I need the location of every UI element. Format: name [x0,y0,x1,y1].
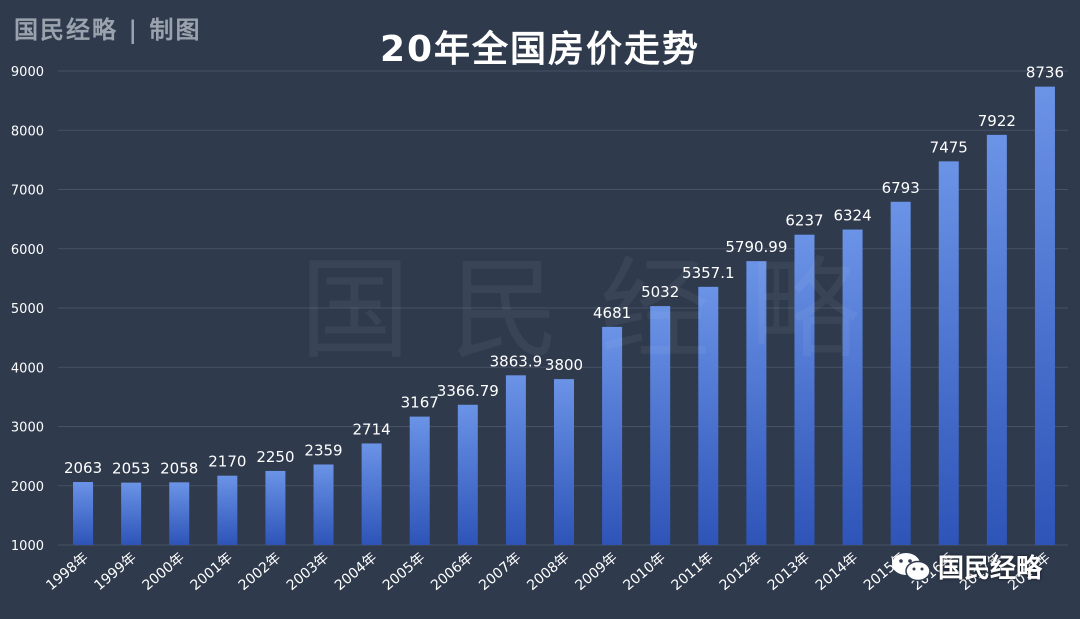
bar-2003年 [313,464,334,545]
value-label: 3366.79 [437,382,499,400]
bar-2014年 [842,229,863,546]
x-tick-label: 1998年 [43,550,91,594]
bar-1998年 [73,482,94,545]
value-label: 2053 [112,460,150,478]
bar-2017年 [986,134,1007,545]
bar-2007年 [505,375,526,545]
value-label: 3800 [545,356,583,374]
value-label: 2714 [353,420,391,438]
value-label: 6793 [882,179,920,197]
value-label: 2170 [208,453,246,471]
x-tick-label: 2006年 [428,550,476,594]
x-tick-label: 2011年 [669,550,717,594]
x-tick-label: 2000年 [139,550,187,594]
x-tick-label: 2012年 [717,550,765,594]
bar-2009年 [602,326,623,545]
value-label: 7922 [978,112,1016,130]
value-label: 3167 [401,394,439,412]
y-tick-label: 5000 [11,302,44,317]
value-label: 7475 [930,138,968,156]
bars [73,86,1055,546]
y-tick-label: 3000 [11,421,44,436]
x-tick-label: 2013年 [765,550,813,594]
y-tick-label: 9000 [11,65,44,80]
wechat-logo-text: 国民经略 [938,554,1043,584]
x-tick-label: 2003年 [284,550,332,594]
value-label: 2063 [64,459,102,477]
value-label: 2250 [256,448,294,466]
x-tick-label: 2009年 [572,550,620,594]
x-tick-label: 2002年 [236,550,284,594]
bar-2005年 [409,416,430,545]
bar-2016年 [938,161,959,545]
y-tick-label: 7000 [11,184,44,199]
value-label: 3863.9 [490,352,543,370]
value-label: 6237 [785,212,823,230]
value-label: 6324 [833,207,871,225]
x-tick-label: 1999年 [91,550,139,594]
x-tick-label: 2001年 [188,550,236,594]
bar-2015年 [890,201,911,545]
wechat-logo: 国民经略 [890,548,1042,585]
x-tick-label: 2010年 [620,550,668,594]
x-tick-label: 2007年 [476,550,524,594]
y-tick-label: 2000 [11,480,44,495]
value-label: 5032 [641,283,679,301]
y-tick-label: 6000 [11,243,44,258]
value-label: 4681 [593,304,631,322]
bar-2006年 [457,404,478,545]
brand-caption: 国民经略 | 制图 [14,15,202,44]
bar-2013年 [794,234,815,545]
y-tick-label: 4000 [11,361,44,376]
watermark: 国民经略 [300,246,900,374]
bar-2000年 [169,482,190,545]
bar-2012年 [746,261,767,545]
value-label: 5790.99 [725,238,787,256]
y-tick-label: 1000 [11,539,44,554]
x-tick-label: 2008年 [524,550,572,594]
bar-2018年 [1034,86,1055,545]
value-label: 2058 [160,459,198,477]
chart-title: 20年全国房价走势 [379,29,701,70]
y-axis-ticks: 1000 2000 3000 4000 5000 6000 7000 8000 9000 [11,65,44,554]
y-tick-label: 8000 [11,124,44,139]
value-label: 8736 [1026,64,1064,82]
bar-2001年 [217,475,238,545]
bar-2002年 [265,470,286,545]
value-label: 2359 [304,441,342,459]
bar-1999年 [121,482,142,545]
x-tick-label: 2014年 [813,550,861,594]
bar-2011年 [698,286,719,545]
value-label: 5357.1 [682,264,735,282]
x-tick-label: 2005年 [380,550,428,594]
bar-2004年 [361,443,382,545]
x-tick-label: 2004年 [332,550,380,594]
bar-2010年 [650,306,671,545]
wechat-icon [892,552,931,581]
bar-2008年 [554,379,574,545]
